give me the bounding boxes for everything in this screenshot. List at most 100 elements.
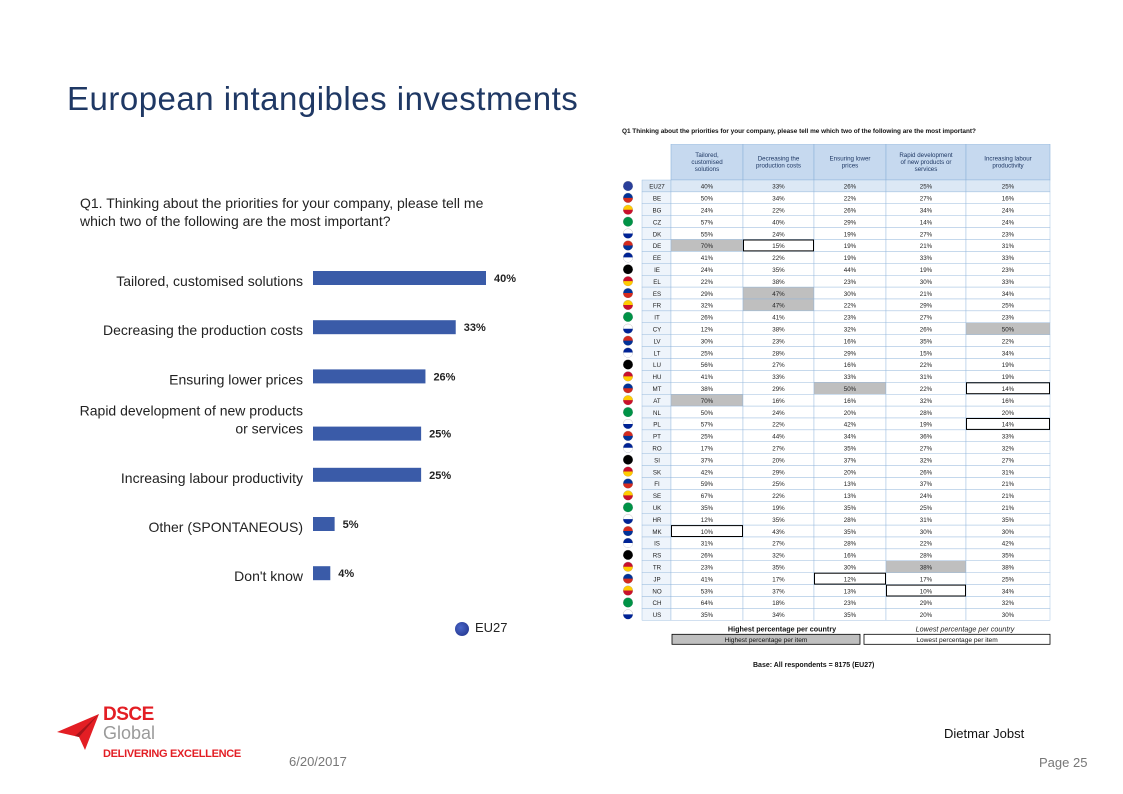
country-flag-icon: [623, 352, 633, 358]
column-header-cell: [813, 144, 887, 181]
table-cell-value: 25%: [1002, 576, 1015, 583]
table-cell-value: 37%: [701, 457, 714, 464]
table-cell-value: 22%: [772, 493, 785, 500]
table-cell-value: 21%: [1002, 481, 1015, 488]
table-cell-value: 30%: [1002, 612, 1015, 619]
table-cell-value: 20%: [844, 410, 857, 417]
table-cell-value: 32%: [920, 457, 933, 464]
category-label: Decreasing the production costs: [103, 322, 303, 338]
table-cell-value: 35%: [701, 612, 714, 619]
table-cell-value: 33%: [1002, 434, 1015, 441]
table-cell-value: 24%: [920, 493, 933, 500]
table-cell-value: 23%: [844, 315, 857, 322]
country-code: RS: [653, 553, 662, 560]
table-cell-value: 12%: [701, 517, 714, 524]
table-cell-value: 26%: [701, 315, 714, 322]
table-cell-value: 35%: [772, 267, 785, 274]
slide-title: European intangibles investments: [67, 80, 579, 117]
table-cell-value: 24%: [701, 267, 714, 274]
bar: [313, 271, 486, 285]
table-cell-value: 33%: [844, 374, 857, 381]
table-cell-value: 27%: [772, 541, 785, 548]
table-cell-value: 19%: [1002, 374, 1015, 381]
country-flag-icon: [623, 435, 633, 441]
table-cell-value: 27%: [920, 446, 933, 453]
table-cell-value: 26%: [920, 469, 933, 476]
bar: [313, 566, 331, 581]
column-header-label: customised: [691, 159, 723, 166]
country-code: MK: [652, 529, 662, 536]
table-cell-value: 53%: [701, 588, 714, 595]
country-flag-icon: [623, 316, 633, 322]
country-flag-icon: [623, 269, 633, 275]
column-header-label: production costs: [756, 163, 801, 170]
table-cell-value: 21%: [1002, 505, 1015, 512]
table-cell-value: 64%: [701, 600, 714, 607]
table-cell-value: 35%: [1002, 517, 1015, 524]
country-code: NO: [652, 588, 661, 595]
country-flag-icon: [623, 281, 633, 286]
column-header-label: Ensuring lower: [830, 156, 871, 163]
bar: [313, 467, 422, 482]
country-code: IT: [654, 315, 660, 322]
eu-flag-icon: [455, 621, 469, 636]
table-cell-value: 23%: [844, 600, 857, 607]
column-header-cell: [742, 144, 815, 181]
table-cell-value: 19%: [844, 255, 857, 262]
table-cell-value: 19%: [844, 243, 857, 250]
table-cell-value: 19%: [844, 231, 857, 238]
table-cell-value: 23%: [1002, 267, 1015, 274]
table-cell-value: 35%: [844, 529, 857, 536]
table-cell-value: 32%: [920, 398, 933, 405]
table-cell-value: 42%: [844, 422, 857, 429]
country-code: FR: [653, 303, 662, 310]
bar: [313, 426, 422, 441]
table-cell-value: 41%: [772, 315, 785, 322]
country-flag-icon: [623, 459, 633, 465]
table-cell-value: 19%: [920, 422, 933, 429]
table-cell-value: 42%: [701, 469, 714, 476]
country-code: HR: [653, 517, 662, 524]
column-header-label: services: [915, 166, 938, 173]
table-cell-value: 24%: [1002, 219, 1015, 226]
country-code: CZ: [653, 219, 661, 226]
country-flag-icon: [623, 340, 633, 346]
country-flag-icon: [623, 185, 633, 191]
country-code: PL: [653, 422, 661, 429]
table-cell-value: 16%: [844, 362, 857, 369]
table-cell-value: 29%: [772, 469, 785, 476]
value-label: 25%: [429, 429, 451, 441]
table-cell-value: 20%: [920, 612, 933, 619]
value-label: 33%: [464, 322, 486, 334]
table-cell-value: 44%: [772, 434, 785, 441]
table-cell-value: 32%: [1002, 600, 1015, 607]
category-label: Rapid development of new products: [80, 403, 303, 419]
country-code: ES: [653, 291, 661, 298]
table-cell-value: 30%: [920, 279, 933, 286]
country-flag-icon: [623, 423, 633, 429]
country-code: DE: [653, 243, 662, 250]
table-cell-value: 13%: [844, 588, 857, 595]
table-cell-value: 27%: [920, 315, 933, 322]
column-header-label: Decreasing the: [758, 156, 800, 163]
country-flag-icon: [623, 233, 633, 239]
table-cell-value: 31%: [701, 541, 714, 548]
category-label: Increasing labour productivity: [121, 470, 303, 486]
table-cell-value: 10%: [701, 529, 714, 536]
category-label: or services: [235, 421, 303, 437]
table-cell-value: 40%: [772, 219, 785, 226]
column-header-label: Tailored,: [695, 152, 719, 159]
country-flag-icon: [623, 447, 633, 453]
country-code: EE: [653, 255, 661, 262]
category-label: Don't know: [234, 568, 304, 584]
table-cell-value: 26%: [844, 208, 857, 215]
table-cell-value: 20%: [844, 469, 857, 476]
country-flag-icon: [623, 590, 633, 596]
table-cell-value: 29%: [772, 386, 785, 393]
table-cell-value: 28%: [844, 541, 857, 548]
table-cell-value: 37%: [920, 481, 933, 488]
table-cell-value: 70%: [701, 243, 714, 250]
country-flag-icon: [623, 293, 633, 298]
table-cell-value: 30%: [844, 565, 857, 572]
table-cell-value: 50%: [1002, 327, 1015, 334]
